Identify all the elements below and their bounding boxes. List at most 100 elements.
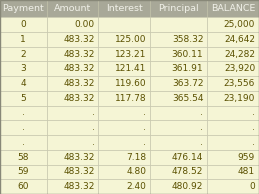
Bar <box>47 106 98 120</box>
Bar <box>0 91 47 106</box>
Text: 121.41: 121.41 <box>115 64 146 73</box>
Text: 3: 3 <box>20 64 26 73</box>
Text: 483.32: 483.32 <box>63 79 95 88</box>
Text: 123.21: 123.21 <box>115 50 146 59</box>
Text: .: . <box>252 123 255 132</box>
Text: .: . <box>22 123 25 132</box>
Bar <box>150 179 207 194</box>
Text: .: . <box>252 108 255 118</box>
Bar <box>47 61 98 76</box>
Bar <box>47 0 98 17</box>
Bar <box>47 135 98 150</box>
Bar <box>150 120 207 135</box>
Text: 481: 481 <box>238 167 255 176</box>
Bar <box>47 76 98 91</box>
Text: .: . <box>143 108 146 118</box>
Bar <box>207 165 259 179</box>
Bar <box>98 91 150 106</box>
Text: 0.00: 0.00 <box>74 20 95 29</box>
Text: Principal: Principal <box>159 4 199 13</box>
Text: 0: 0 <box>249 182 255 191</box>
Text: 119.60: 119.60 <box>115 79 146 88</box>
Text: 117.78: 117.78 <box>115 94 146 103</box>
Text: 483.32: 483.32 <box>63 64 95 73</box>
Bar <box>150 76 207 91</box>
Bar <box>47 165 98 179</box>
Bar <box>150 32 207 47</box>
Bar <box>207 76 259 91</box>
Text: 24,282: 24,282 <box>224 50 255 59</box>
Bar <box>150 0 207 17</box>
Bar <box>0 17 47 32</box>
Bar <box>98 120 150 135</box>
Text: .: . <box>143 123 146 132</box>
Text: 1: 1 <box>20 35 26 44</box>
Bar <box>98 76 150 91</box>
Text: 480.92: 480.92 <box>172 182 203 191</box>
Text: 24,642: 24,642 <box>224 35 255 44</box>
Text: Amount: Amount <box>54 4 91 13</box>
Text: 361.91: 361.91 <box>172 64 203 73</box>
Text: 23,920: 23,920 <box>224 64 255 73</box>
Bar <box>150 91 207 106</box>
Bar <box>207 179 259 194</box>
Bar <box>98 179 150 194</box>
Bar <box>98 61 150 76</box>
Text: 23,556: 23,556 <box>224 79 255 88</box>
Text: BALANCE: BALANCE <box>211 4 255 13</box>
Text: 483.32: 483.32 <box>63 50 95 59</box>
Text: .: . <box>252 138 255 147</box>
Text: .: . <box>92 138 95 147</box>
Text: 959: 959 <box>238 153 255 162</box>
Bar <box>207 91 259 106</box>
Bar <box>98 150 150 165</box>
Text: .: . <box>92 123 95 132</box>
Bar <box>150 150 207 165</box>
Text: .: . <box>22 108 25 118</box>
Bar <box>0 106 47 120</box>
Text: 60: 60 <box>18 182 29 191</box>
Bar <box>0 61 47 76</box>
Text: 0: 0 <box>20 20 26 29</box>
Text: 483.32: 483.32 <box>63 167 95 176</box>
Text: 2: 2 <box>20 50 26 59</box>
Text: 365.54: 365.54 <box>172 94 203 103</box>
Bar <box>98 106 150 120</box>
Bar <box>207 0 259 17</box>
Text: 7.18: 7.18 <box>126 153 146 162</box>
Bar <box>0 120 47 135</box>
Text: .: . <box>200 108 203 118</box>
Bar <box>47 91 98 106</box>
Bar <box>98 0 150 17</box>
Bar <box>98 165 150 179</box>
Text: 483.32: 483.32 <box>63 182 95 191</box>
Text: 483.32: 483.32 <box>63 35 95 44</box>
Bar <box>150 165 207 179</box>
Bar <box>0 179 47 194</box>
Bar <box>150 47 207 61</box>
Text: .: . <box>22 138 25 147</box>
Text: 4.80: 4.80 <box>126 167 146 176</box>
Text: 125.00: 125.00 <box>115 35 146 44</box>
Text: 476.14: 476.14 <box>172 153 203 162</box>
Bar <box>150 106 207 120</box>
Text: .: . <box>92 108 95 118</box>
Bar <box>98 47 150 61</box>
Text: 23,190: 23,190 <box>224 94 255 103</box>
Text: Payment: Payment <box>2 4 44 13</box>
Bar <box>207 47 259 61</box>
Bar <box>0 32 47 47</box>
Bar <box>98 135 150 150</box>
Text: 4: 4 <box>20 79 26 88</box>
Bar <box>150 61 207 76</box>
Bar <box>0 135 47 150</box>
Bar <box>207 17 259 32</box>
Text: 25,000: 25,000 <box>224 20 255 29</box>
Text: 483.32: 483.32 <box>63 94 95 103</box>
Bar <box>47 17 98 32</box>
Bar <box>207 120 259 135</box>
Text: 363.72: 363.72 <box>172 79 203 88</box>
Bar <box>207 32 259 47</box>
Bar <box>150 135 207 150</box>
Text: 2.40: 2.40 <box>126 182 146 191</box>
